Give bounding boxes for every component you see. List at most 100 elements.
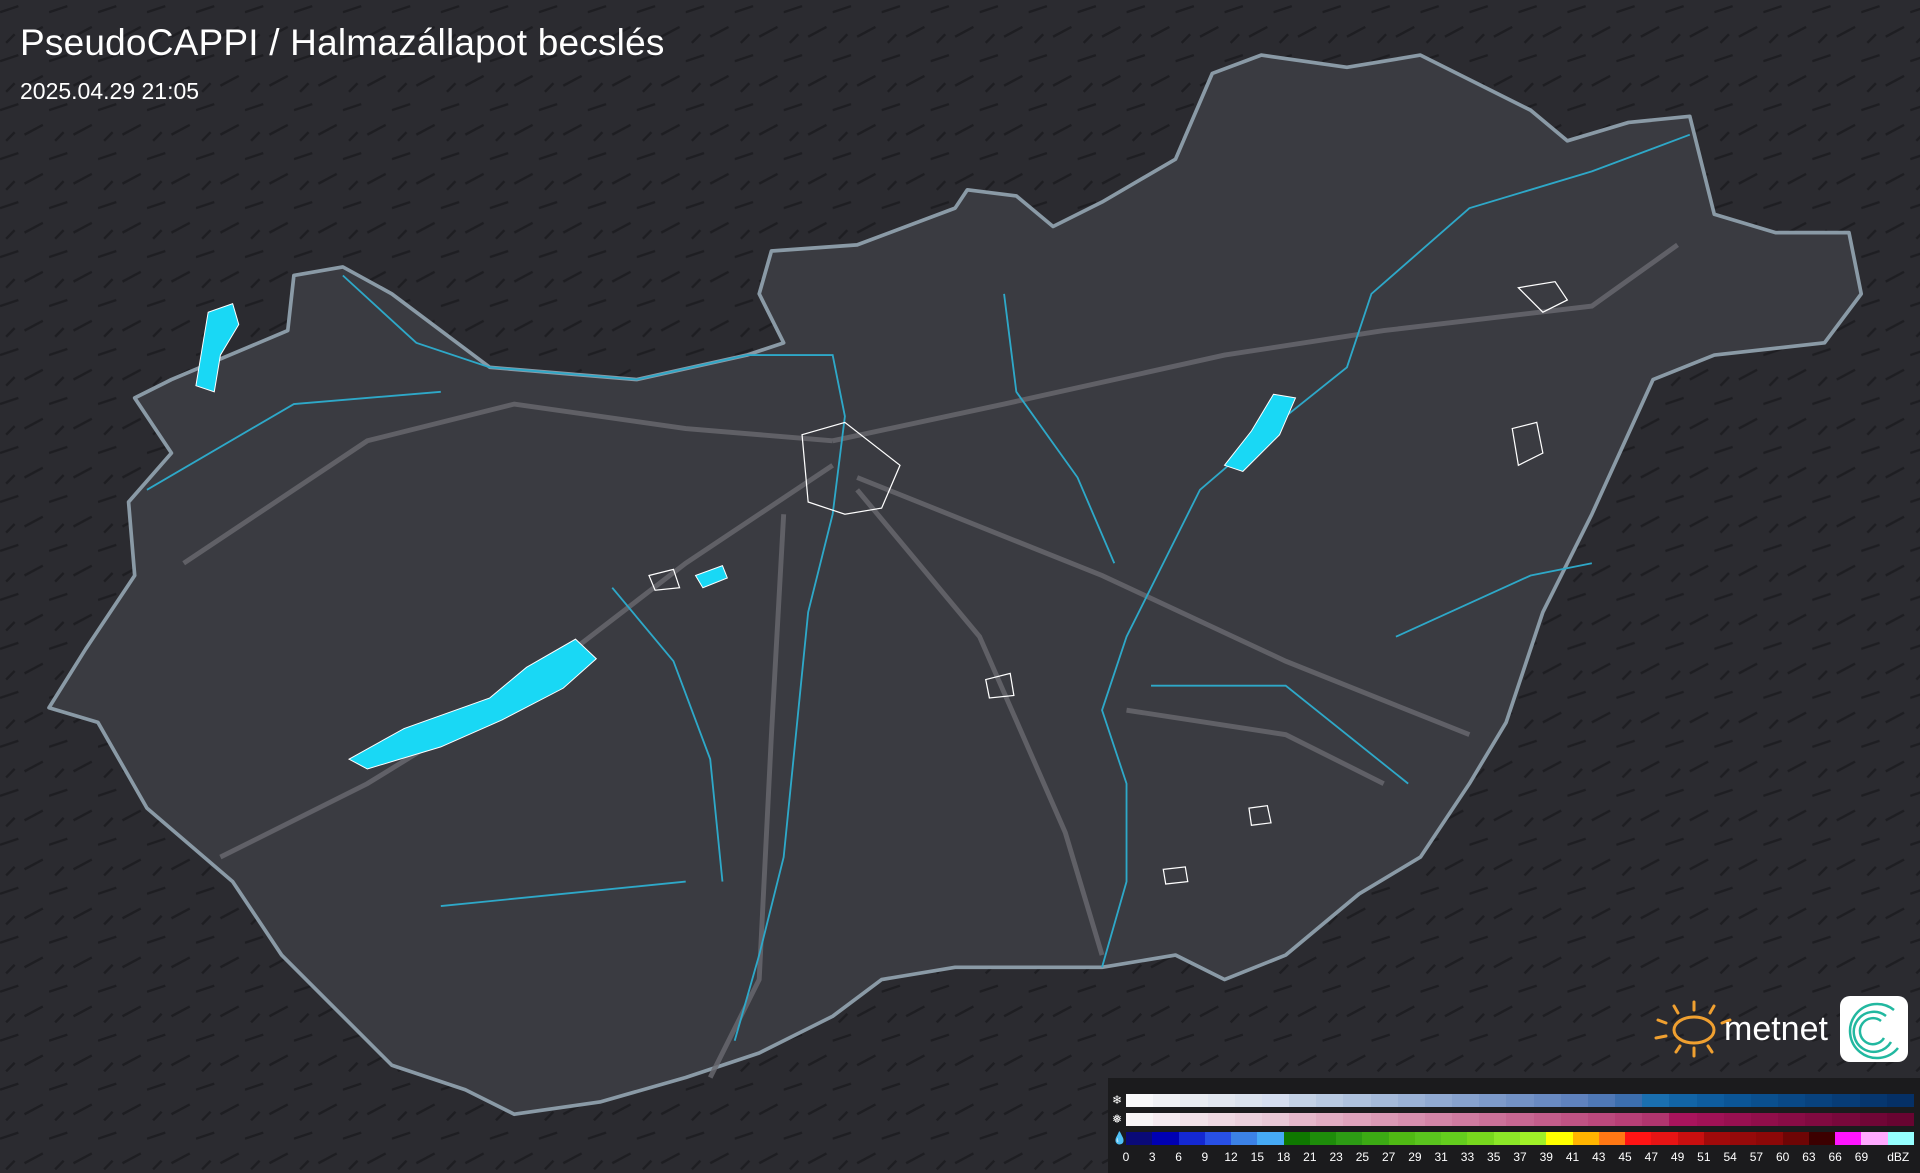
legend-label: 39 xyxy=(1539,1150,1553,1164)
rivers xyxy=(146,133,1691,1042)
legend-swatch xyxy=(1261,1094,1290,1107)
legend-swatch xyxy=(1598,1132,1626,1145)
legend-swatch xyxy=(1642,1094,1670,1107)
legend-label: 43 xyxy=(1592,1150,1606,1164)
snowflake-icon: ❄ xyxy=(1112,1093,1123,1107)
legend-swatch xyxy=(1309,1132,1337,1145)
legend-label: 54 xyxy=(1723,1150,1737,1164)
lake-ferto xyxy=(195,303,240,393)
legend-label: 45 xyxy=(1618,1150,1632,1164)
river-danube xyxy=(342,274,846,1042)
legend-swatch xyxy=(1723,1094,1751,1107)
legend-label: 69 xyxy=(1854,1150,1869,1164)
legend-swatch xyxy=(1289,1094,1317,1107)
legend-swatch xyxy=(1669,1094,1697,1107)
legend-swatch xyxy=(1703,1132,1731,1145)
legend-swatch xyxy=(1805,1094,1833,1107)
legend-label: 37 xyxy=(1513,1150,1527,1164)
legend-swatch xyxy=(1493,1132,1520,1145)
legend-swatch xyxy=(1370,1094,1398,1107)
legend-swatch xyxy=(1546,1132,1573,1145)
legend-swatch xyxy=(1424,1094,1453,1107)
legend-label: 3 xyxy=(1148,1150,1156,1164)
legend-swatch xyxy=(1397,1113,1425,1126)
legend-swatch xyxy=(1808,1132,1836,1145)
mixed-color-scale xyxy=(1126,1113,1914,1126)
legend-label: 60 xyxy=(1775,1150,1790,1164)
legend-swatch xyxy=(1126,1132,1153,1145)
metnet-logo: metnet xyxy=(1654,996,1908,1062)
legend-swatch xyxy=(1180,1113,1208,1126)
legend-swatch xyxy=(1506,1113,1534,1126)
legend-swatch xyxy=(1479,1113,1507,1126)
legend-swatch xyxy=(1152,1132,1179,1145)
legend-swatch xyxy=(1370,1113,1398,1126)
legend-swatch xyxy=(1231,1132,1258,1145)
legend-swatch xyxy=(1587,1094,1616,1107)
legend-swatch xyxy=(1533,1113,1561,1126)
legend-swatch xyxy=(1178,1132,1205,1145)
legend-label: 33 xyxy=(1460,1150,1475,1164)
legend-swatch xyxy=(1642,1113,1670,1126)
legend-swatch xyxy=(1424,1113,1453,1126)
legend-label: dBZ xyxy=(1887,1150,1910,1164)
legend-swatch xyxy=(1519,1132,1547,1145)
legend-label: 63 xyxy=(1802,1150,1816,1164)
legend-swatch xyxy=(1859,1113,1887,1126)
legend-label: 6 xyxy=(1175,1150,1182,1164)
legend-swatch xyxy=(1207,1113,1235,1126)
legend-swatch xyxy=(1289,1113,1317,1126)
legend-swatch xyxy=(1750,1113,1779,1126)
legend-swatch xyxy=(1153,1113,1181,1126)
legend-swatch xyxy=(1362,1132,1389,1145)
legend-swatch xyxy=(1234,1113,1262,1126)
legend-swatch xyxy=(1886,1113,1914,1126)
legend-label: 29 xyxy=(1408,1150,1422,1164)
legend-label: 12 xyxy=(1224,1150,1238,1164)
page-title: PseudoCAPPI / Halmazállapot becslés xyxy=(20,22,665,63)
legend-swatch xyxy=(1467,1132,1494,1145)
legend-swatch xyxy=(1696,1094,1724,1107)
legend-swatch xyxy=(1625,1132,1652,1145)
legend-swatch xyxy=(1615,1113,1643,1126)
legend-swatch xyxy=(1316,1113,1344,1126)
legend-swatch xyxy=(1730,1132,1757,1145)
legend-label: 25 xyxy=(1355,1150,1370,1164)
legend-swatch xyxy=(1316,1094,1344,1107)
legend-swatch xyxy=(1778,1113,1806,1126)
legend-label: 9 xyxy=(1201,1150,1209,1164)
legend-swatch xyxy=(1452,1094,1480,1107)
legend-label: 35 xyxy=(1487,1150,1501,1164)
legend-label: 18 xyxy=(1276,1150,1291,1164)
legend-swatch xyxy=(1533,1094,1561,1107)
legend-swatch xyxy=(1782,1132,1809,1145)
legend-swatch xyxy=(1343,1113,1371,1126)
raindrop-icon: 💧 xyxy=(1112,1131,1127,1145)
lake-tisza xyxy=(1223,393,1297,472)
snow-color-scale xyxy=(1126,1094,1914,1107)
legend-label: 15 xyxy=(1250,1150,1265,1164)
legend-label: 49 xyxy=(1670,1150,1685,1164)
hungary-border xyxy=(47,53,1864,1117)
rain-color-scale xyxy=(1126,1132,1914,1145)
legend-swatch xyxy=(1887,1132,1914,1145)
legend-swatch xyxy=(1180,1094,1208,1107)
legend-swatch xyxy=(1778,1094,1806,1107)
legend-swatch xyxy=(1832,1094,1860,1107)
legend-swatch xyxy=(1832,1113,1860,1126)
lakes xyxy=(195,303,1297,770)
legend-swatch xyxy=(1677,1132,1704,1145)
legend-swatch xyxy=(1861,1132,1888,1145)
legend-label: 47 xyxy=(1644,1150,1659,1164)
legend-swatch xyxy=(1560,1094,1588,1107)
legend-label: 31 xyxy=(1434,1150,1448,1164)
legend-labels: 0 3 6 9 12 15 18 21 23 25 27 29 31 33 35 37 39 41 43 45 47 49… xyxy=(1122,1150,1920,1166)
lake-velence xyxy=(694,565,728,589)
legend-swatch xyxy=(1587,1113,1616,1126)
legend-label: 41 xyxy=(1565,1150,1580,1164)
legend-swatch xyxy=(1723,1113,1751,1126)
legend: ❄ ❅ 💧 0 3 6 9 12 15 18 21 23 25 27 29 31 33 35 37 39 41 43… xyxy=(1108,1078,1920,1173)
legend-swatch xyxy=(1153,1094,1181,1107)
legend-swatch xyxy=(1397,1094,1425,1107)
legend-swatch xyxy=(1234,1094,1262,1107)
